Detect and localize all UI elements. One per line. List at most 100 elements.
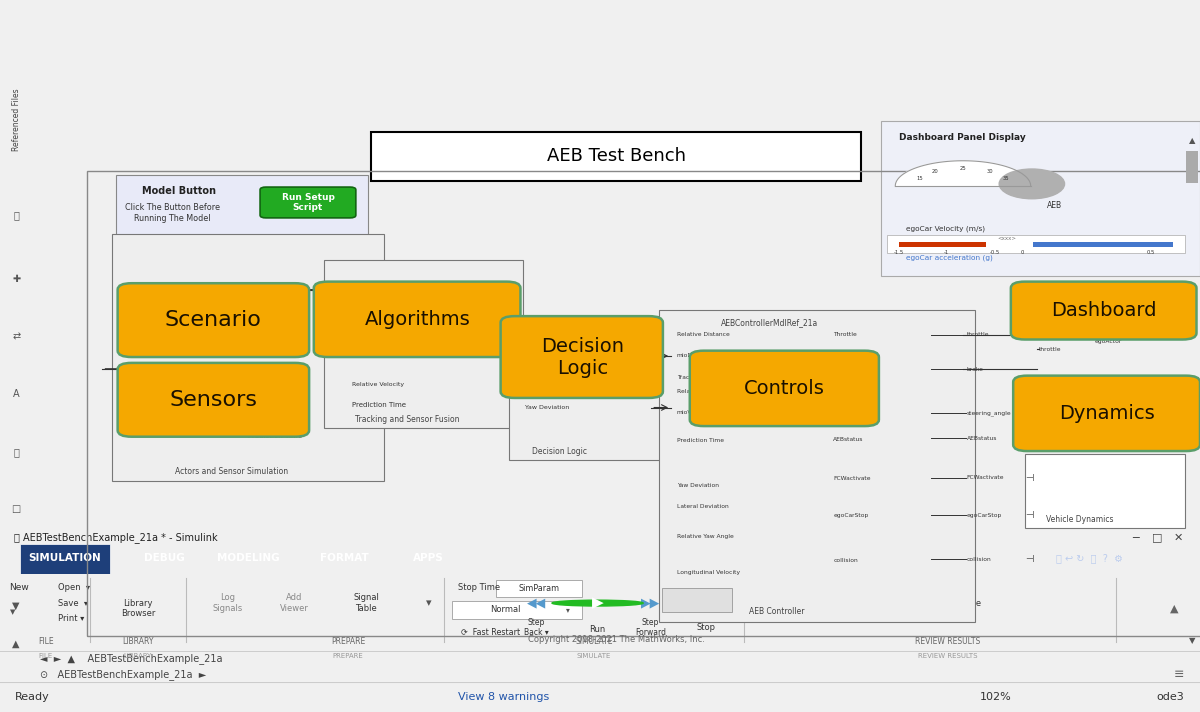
Text: Logic
Analyzer: Logic Analyzer — [868, 599, 904, 618]
FancyBboxPatch shape — [20, 544, 110, 574]
Text: 0: 0 — [1021, 251, 1025, 256]
Text: Vision: Vision — [262, 287, 282, 293]
Text: APPS: APPS — [413, 553, 444, 563]
Text: Save  ▾: Save ▾ — [58, 599, 88, 607]
FancyBboxPatch shape — [509, 316, 662, 459]
Text: Tracking and Sensor Fusion: Tracking and Sensor Fusion — [355, 414, 460, 424]
Text: AEB Controller: AEB Controller — [749, 607, 805, 617]
Text: Print ▾: Print ▾ — [58, 614, 84, 623]
Text: ✚: ✚ — [12, 274, 20, 284]
FancyBboxPatch shape — [371, 132, 862, 181]
Text: SimParam: SimParam — [518, 584, 559, 593]
Text: Prediction Time: Prediction Time — [248, 433, 302, 439]
Text: egoCar Velocity (m/s): egoCar Velocity (m/s) — [906, 225, 985, 231]
Text: Dashboard Panel Display: Dashboard Panel Display — [899, 132, 1026, 142]
Text: Prediction Time: Prediction Time — [677, 439, 724, 444]
Text: ▼: ▼ — [1189, 636, 1195, 644]
Text: Run Setup
Script: Run Setup Script — [282, 193, 335, 212]
Text: Vehicle Dynamics: Vehicle Dynamics — [1046, 515, 1114, 523]
Text: Step
Back ▾: Step Back ▾ — [524, 618, 548, 637]
FancyBboxPatch shape — [313, 282, 521, 357]
Text: ▼: ▼ — [10, 609, 14, 615]
Text: Step
Forward: Step Forward — [635, 618, 666, 637]
Text: Actors and Sensor Simulation: Actors and Sensor Simulation — [175, 467, 288, 476]
Text: Data
Inspector: Data Inspector — [794, 599, 833, 618]
Text: Lateral Deviation: Lateral Deviation — [677, 504, 728, 509]
Text: New: New — [10, 583, 29, 592]
Circle shape — [1000, 169, 1064, 199]
FancyBboxPatch shape — [452, 601, 582, 619]
FancyBboxPatch shape — [260, 187, 356, 218]
Text: ▾: ▾ — [566, 605, 570, 614]
Text: throttle: throttle — [966, 333, 989, 337]
Text: 🔍: 🔍 — [13, 210, 19, 220]
Text: PREPARE: PREPARE — [331, 637, 365, 646]
Text: Tracks: Tracks — [677, 375, 696, 379]
Text: ▲: ▲ — [1170, 604, 1178, 614]
Text: Stop: Stop — [696, 623, 715, 632]
Text: Normal: Normal — [490, 605, 521, 614]
Text: Radar: Radar — [246, 366, 266, 372]
FancyBboxPatch shape — [500, 316, 662, 398]
Text: FILE: FILE — [37, 637, 54, 646]
Text: Throttle: Throttle — [833, 333, 857, 337]
Text: FCWactivate: FCWactivate — [966, 475, 1004, 480]
Text: Scenario: Scenario — [164, 310, 262, 330]
Text: Relative Distance: Relative Distance — [526, 353, 580, 358]
Text: SIMULATION: SIMULATION — [29, 553, 101, 563]
FancyBboxPatch shape — [1025, 454, 1184, 528]
Text: ▲: ▲ — [1189, 137, 1195, 145]
Text: ✕: ✕ — [1174, 533, 1183, 543]
Text: steering_angle: steering_angle — [833, 412, 878, 417]
Text: Tracks: Tracks — [353, 332, 374, 337]
Text: Bird's-Eye
Scope: Bird's-Eye Scope — [938, 599, 982, 618]
Text: Add
Viewer: Add Viewer — [280, 593, 308, 613]
Text: ▶: ▶ — [592, 596, 604, 611]
Text: Vision: Vision — [353, 287, 373, 293]
Text: Yaw Deviation: Yaw Deviation — [677, 483, 719, 488]
Text: ⇄: ⇄ — [12, 332, 20, 342]
Text: REVIEW RESULTS: REVIEW RESULTS — [918, 653, 978, 659]
Text: FCWactivate: FCWactivate — [833, 476, 871, 481]
Text: ◀◀: ◀◀ — [527, 597, 546, 609]
Text: -1: -1 — [944, 251, 949, 256]
Text: collision: collision — [833, 558, 858, 563]
Text: Decision
Logic: Decision Logic — [541, 337, 624, 377]
Text: 15: 15 — [917, 176, 923, 181]
Text: ▲: ▲ — [12, 639, 20, 649]
Text: ≡: ≡ — [1174, 668, 1184, 681]
Text: ⬛: ⬛ — [702, 597, 709, 609]
FancyBboxPatch shape — [881, 121, 1200, 276]
Text: Stop Time: Stop Time — [458, 583, 500, 592]
Text: Log
Signals: Log Signals — [212, 593, 244, 613]
Text: <xxx>: <xxx> — [998, 236, 1016, 241]
Text: 25: 25 — [960, 166, 966, 171]
Polygon shape — [895, 161, 1031, 186]
Text: throttle: throttle — [1039, 347, 1061, 352]
Text: Relative Yaw Angle: Relative Yaw Angle — [677, 534, 733, 539]
Text: REVIEW RESULTS: REVIEW RESULTS — [916, 637, 980, 646]
Text: ▶▶: ▶▶ — [641, 597, 660, 609]
Text: Relative Velocity: Relative Velocity — [526, 377, 577, 382]
Text: □: □ — [1152, 533, 1162, 543]
Text: Model Button: Model Button — [142, 187, 216, 197]
Text: FILE: FILE — [38, 653, 53, 659]
Text: SIMULATE: SIMULATE — [575, 637, 613, 646]
Text: 📄 AEBTestBenchExample_21a * - Simulink: 📄 AEBTestBenchExample_21a * - Simulink — [14, 532, 218, 543]
FancyBboxPatch shape — [1013, 376, 1200, 451]
Text: brake: brake — [966, 367, 983, 372]
Text: Open  ▾: Open ▾ — [58, 583, 90, 592]
FancyBboxPatch shape — [116, 175, 367, 236]
Text: ⊣: ⊣ — [1025, 473, 1033, 483]
Text: egoCarStop: egoCarStop — [966, 513, 1002, 518]
Text: View 8 warnings: View 8 warnings — [458, 692, 550, 702]
Text: Relative Distance: Relative Distance — [677, 333, 730, 337]
Text: A: A — [13, 389, 19, 399]
Text: AEBControllerMdlRef_21a: AEBControllerMdlRef_21a — [721, 318, 818, 327]
Text: ▾: ▾ — [426, 598, 432, 608]
Text: Signal
Table: Signal Table — [353, 593, 379, 613]
Circle shape — [552, 600, 643, 606]
Text: 20: 20 — [932, 169, 938, 174]
Text: ⟳  Fast Restart: ⟳ Fast Restart — [461, 628, 520, 637]
FancyBboxPatch shape — [496, 580, 582, 597]
